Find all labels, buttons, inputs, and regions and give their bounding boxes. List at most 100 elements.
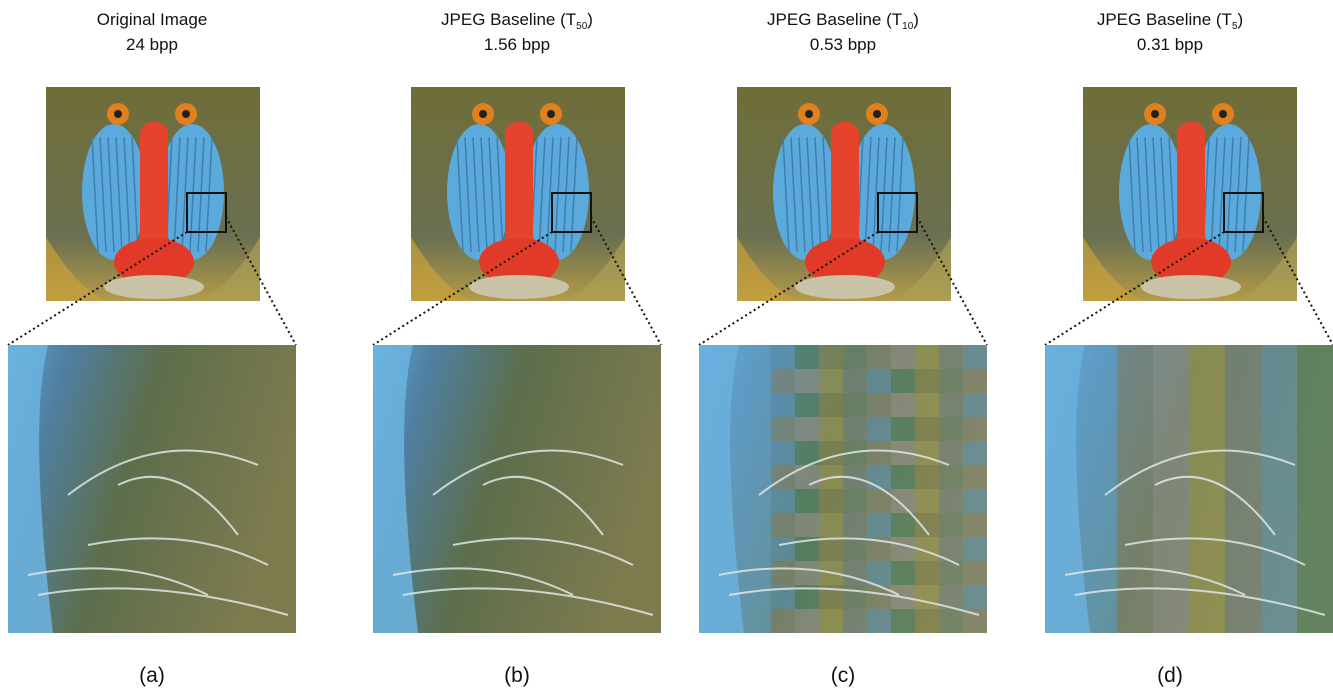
mouth <box>104 275 204 299</box>
jpeg-block <box>1261 489 1297 525</box>
bpp-label: 1.56 bpp <box>484 35 550 54</box>
jpeg-block <box>1297 417 1333 453</box>
jpeg-block <box>1081 489 1117 525</box>
jpeg-block <box>915 345 939 369</box>
jpeg-block <box>843 417 867 441</box>
jpeg-block <box>963 417 987 441</box>
jpeg-block <box>1297 345 1333 381</box>
jpeg-block <box>867 393 891 417</box>
jpeg-block <box>1225 417 1261 453</box>
nose <box>1177 122 1205 252</box>
jpeg-block <box>723 441 747 465</box>
jpeg-block <box>747 537 771 561</box>
jpeg-block <box>891 417 915 441</box>
jpeg-block <box>699 585 723 609</box>
mouth <box>795 275 895 299</box>
jpeg-block <box>843 393 867 417</box>
jpeg-block <box>723 537 747 561</box>
jpeg-block <box>891 513 915 537</box>
jpeg-block <box>819 513 843 537</box>
jpeg-block <box>699 345 723 369</box>
jpeg-block <box>795 345 819 369</box>
jpeg-block <box>699 369 723 393</box>
panel-title: JPEG Baseline (T5) <box>1097 10 1243 32</box>
jpeg-block <box>1261 345 1297 381</box>
jpeg-block <box>699 537 723 561</box>
bpp-label: 0.31 bpp <box>1137 35 1203 54</box>
panel-title: Original Image <box>97 10 208 29</box>
jpeg-block <box>795 417 819 441</box>
title-end: ) <box>913 10 919 29</box>
jpeg-block <box>963 513 987 537</box>
jpeg-block <box>1261 525 1297 561</box>
jpeg-block <box>867 513 891 537</box>
mouth <box>1141 275 1241 299</box>
jpeg-block <box>843 537 867 561</box>
jpeg-block <box>747 513 771 537</box>
jpeg-block <box>1045 345 1081 381</box>
jpeg-block <box>1117 597 1153 633</box>
jpeg-block <box>723 489 747 513</box>
panel-title: JPEG Baseline (T50) <box>441 10 593 32</box>
jpeg-block <box>1261 417 1297 453</box>
pupil <box>182 110 190 118</box>
pupil <box>547 110 555 118</box>
jpeg-block <box>747 561 771 585</box>
jpeg-block <box>1045 597 1081 633</box>
jpeg-block <box>699 393 723 417</box>
jpeg-block <box>1225 453 1261 489</box>
jpeg-block <box>1261 381 1297 417</box>
jpeg-block <box>795 393 819 417</box>
jpeg-block <box>771 417 795 441</box>
jpeg-block <box>1153 561 1189 597</box>
jpeg-block <box>771 393 795 417</box>
jpeg-block <box>747 465 771 489</box>
jpeg-block <box>867 369 891 393</box>
jpeg-block <box>819 345 843 369</box>
jpeg-block <box>939 369 963 393</box>
jpeg-block <box>891 369 915 393</box>
jpeg-block <box>1297 597 1333 633</box>
jpeg-block <box>867 561 891 585</box>
jpeg-block <box>795 609 819 633</box>
panel: JPEG Baseline (T5)0.31 bpp(d) <box>1045 10 1333 687</box>
jpeg-block <box>747 489 771 513</box>
jpeg-block <box>915 609 939 633</box>
panel-caption: (b) <box>504 664 530 687</box>
jpeg-block <box>795 489 819 513</box>
title-end: ) <box>1238 10 1244 29</box>
title-text: Original Image <box>97 10 208 29</box>
jpeg-block <box>699 561 723 585</box>
jpeg-block <box>723 369 747 393</box>
jpeg-block <box>771 537 795 561</box>
jpeg-block <box>1261 561 1297 597</box>
jpeg-block <box>699 513 723 537</box>
jpeg-block <box>867 609 891 633</box>
jpeg-block <box>915 465 939 489</box>
jpeg-block <box>795 369 819 393</box>
jpeg-block <box>843 513 867 537</box>
nose <box>140 122 168 252</box>
jpeg-block <box>1117 381 1153 417</box>
jpeg-block <box>771 489 795 513</box>
mouth <box>469 275 569 299</box>
jpeg-block <box>1297 489 1333 525</box>
title-text: JPEG Baseline (T <box>767 10 902 29</box>
jpeg-block <box>915 585 939 609</box>
panel-caption: (c) <box>831 664 856 687</box>
jpeg-block <box>867 345 891 369</box>
thumbnail <box>46 87 260 301</box>
jpeg-block <box>1117 417 1153 453</box>
jpeg-block <box>1117 345 1153 381</box>
jpeg-block <box>891 609 915 633</box>
jpeg-block <box>1045 381 1081 417</box>
bpp-label: 24 bpp <box>126 35 178 54</box>
figure: Original Image24 bpp(a)JPEG Baseline (T5… <box>0 0 1333 698</box>
jpeg-block <box>819 441 843 465</box>
jpeg-block <box>1225 561 1261 597</box>
jpeg-block <box>771 441 795 465</box>
zoom-view <box>8 345 296 633</box>
jpeg-block <box>891 489 915 513</box>
zoom-view <box>699 345 987 633</box>
